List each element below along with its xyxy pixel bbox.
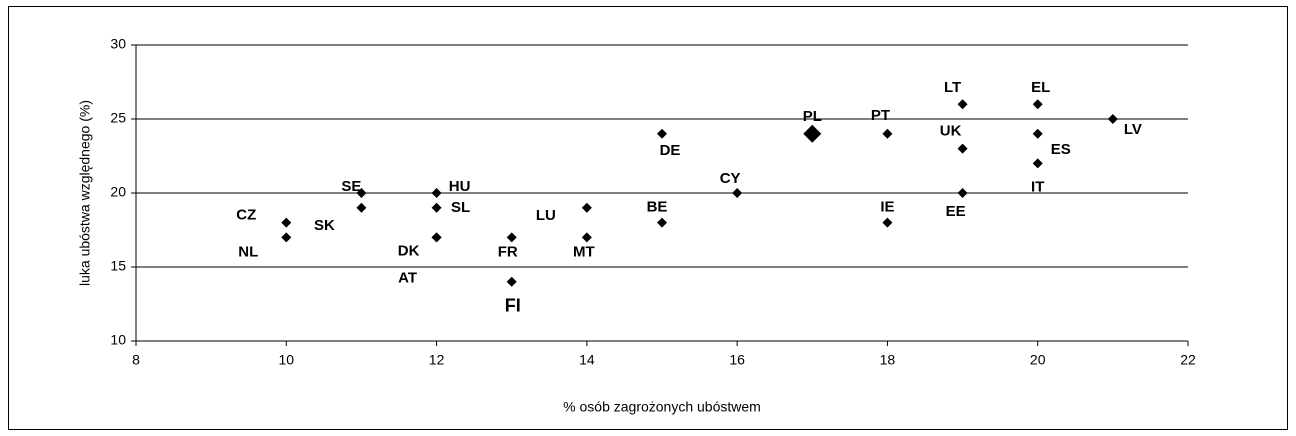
x-tick-label: 12: [429, 352, 445, 368]
point-label: IT: [1031, 178, 1044, 195]
point: [356, 188, 367, 198]
y-axis-label: luka ubóstwa względnego (%): [77, 100, 93, 286]
point: [1032, 128, 1043, 139]
point: [1107, 114, 1118, 124]
point: [431, 202, 442, 213]
point-label: CZ: [236, 207, 256, 224]
point-label: FI: [505, 296, 521, 316]
point: [581, 232, 592, 243]
point-label: DK: [398, 242, 420, 259]
x-tick-label: 18: [880, 352, 896, 368]
x-tick-label: 10: [278, 352, 294, 368]
point-label: LT: [944, 79, 961, 96]
point-label: PL: [803, 108, 822, 125]
x-tick-label: 14: [579, 352, 595, 368]
point-label: AT: [398, 269, 417, 286]
point-label: EE: [946, 203, 966, 220]
x-tick-label: 8: [132, 352, 140, 368]
y-tick-label: 20: [110, 184, 126, 200]
point-label: FR: [498, 243, 518, 260]
point-label: CY: [720, 170, 741, 187]
y-tick-label: 10: [110, 332, 126, 348]
point: [957, 188, 968, 198]
point-label: MT: [573, 243, 595, 260]
point: [803, 124, 822, 143]
point: [882, 128, 893, 139]
x-tick-label: 22: [1180, 352, 1196, 368]
point: [657, 217, 667, 228]
point: [1032, 99, 1043, 110]
point-label: SE: [341, 178, 361, 195]
point-label: SK: [314, 217, 335, 234]
point: [431, 188, 442, 198]
point-label: HU: [449, 178, 471, 195]
y-tick-label: 25: [110, 110, 126, 126]
point: [1032, 158, 1043, 169]
point: [356, 202, 367, 213]
point: [281, 232, 292, 243]
x-tick-label: 16: [729, 352, 745, 368]
point-label: UK: [940, 123, 962, 140]
y-tick-label: 15: [110, 258, 126, 274]
chart-frame: [8, 6, 1288, 430]
point: [506, 276, 517, 287]
point: [957, 99, 968, 110]
point: [431, 232, 442, 243]
point-label: LU: [536, 207, 556, 224]
point-label: NL: [238, 243, 258, 260]
point-label: ES: [1051, 141, 1071, 158]
point: [882, 217, 893, 228]
x-tick-label: 20: [1030, 352, 1046, 368]
y-tick-label: 30: [110, 36, 126, 52]
point-label: PT: [871, 107, 890, 124]
point-label: BE: [647, 199, 668, 216]
point-label: LV: [1124, 121, 1142, 138]
point-label: IE: [880, 199, 894, 216]
point: [657, 128, 667, 139]
point: [281, 217, 292, 228]
point: [506, 232, 517, 243]
point-label: DE: [660, 142, 681, 159]
point: [957, 143, 968, 154]
point: [732, 188, 743, 198]
point: [581, 202, 592, 213]
point-label: EL: [1031, 79, 1050, 96]
x-axis-label: % osób zagrożonych ubóstwem: [563, 399, 761, 415]
point-label: SL: [451, 199, 470, 216]
